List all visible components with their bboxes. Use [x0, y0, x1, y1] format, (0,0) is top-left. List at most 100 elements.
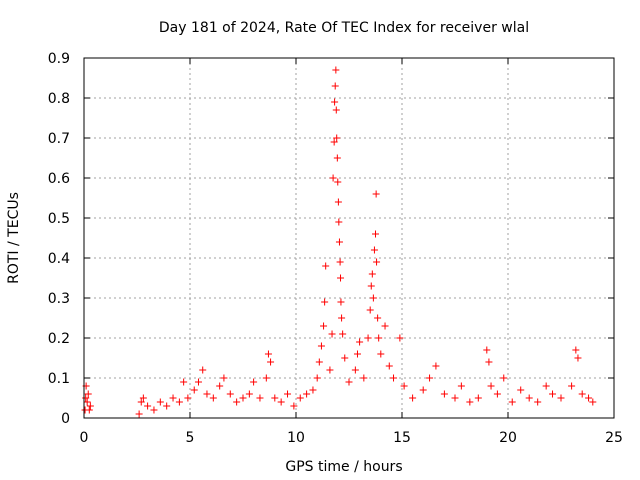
- data-point: [345, 378, 353, 386]
- data-point: [568, 382, 576, 390]
- data-point: [542, 382, 550, 390]
- data-point: [572, 346, 580, 354]
- data-point: [351, 366, 359, 374]
- y-tick-label: 0.1: [48, 371, 70, 387]
- x-tick-label: 10: [287, 430, 305, 446]
- data-point: [432, 362, 440, 370]
- x-tick-label: 0: [80, 430, 89, 446]
- data-point: [364, 334, 372, 342]
- data-point: [267, 358, 275, 366]
- axis-ticks: [83, 57, 615, 419]
- grid: [84, 58, 614, 418]
- data-point: [290, 402, 298, 410]
- data-point: [194, 378, 202, 386]
- data-point: [190, 386, 198, 394]
- x-tick-label: 20: [499, 430, 517, 446]
- data-point: [485, 358, 493, 366]
- x-tick-label: 15: [393, 430, 411, 446]
- data-point: [83, 398, 91, 406]
- data-point: [334, 178, 342, 186]
- data-point: [330, 138, 338, 146]
- data-point: [333, 154, 341, 162]
- data-point: [500, 374, 508, 382]
- data-point: [137, 398, 145, 406]
- data-point: [341, 354, 349, 362]
- x-tick-label: 25: [605, 430, 623, 446]
- data-point: [296, 394, 304, 402]
- data-point: [451, 394, 459, 402]
- data-point: [322, 262, 330, 270]
- data-point: [419, 386, 427, 394]
- data-point: [271, 394, 279, 402]
- data-point: [549, 390, 557, 398]
- data-point: [329, 174, 337, 182]
- data-point: [203, 390, 211, 398]
- data-point: [328, 330, 336, 338]
- data-point: [150, 406, 158, 414]
- data-point: [163, 402, 171, 410]
- y-tick-label: 0.9: [48, 51, 70, 67]
- data-point: [356, 338, 364, 346]
- data-point: [338, 314, 346, 322]
- plot-frame: [83, 57, 615, 419]
- data-point: [457, 382, 465, 390]
- data-point: [574, 354, 582, 362]
- data-point: [169, 394, 177, 402]
- y-tick-label: 0.3: [48, 291, 70, 307]
- data-point: [85, 406, 93, 414]
- data-point: [372, 230, 379, 238]
- y-tick-label: 0.6: [48, 171, 70, 187]
- data-point: [220, 374, 228, 382]
- data-point: [135, 410, 143, 418]
- data-point: [156, 398, 164, 406]
- data-point: [589, 398, 597, 406]
- data-point: [396, 334, 404, 342]
- data-point: [84, 390, 92, 398]
- data-point: [337, 274, 345, 282]
- data-point: [578, 390, 586, 398]
- data-point: [360, 374, 368, 382]
- y-tick-label: 0.7: [48, 131, 70, 147]
- y-tick-label: 0.5: [48, 211, 70, 227]
- data-point: [233, 398, 241, 406]
- data-point: [144, 402, 152, 410]
- data-point: [239, 394, 247, 402]
- data-point: [199, 366, 207, 374]
- data-point: [585, 394, 593, 402]
- data-point: [337, 298, 345, 306]
- data-point: [372, 190, 380, 198]
- data-point: [373, 258, 381, 266]
- data-point: [256, 394, 264, 402]
- data-point: [377, 350, 385, 358]
- data-point: [390, 374, 398, 382]
- data-point: [333, 134, 341, 142]
- data-point: [180, 378, 188, 386]
- chart-title: Day 181 of 2024, Rate Of TEC Index for r…: [159, 20, 529, 36]
- data-point: [353, 350, 361, 358]
- data-point: [374, 314, 382, 322]
- axis-tick-labels: 0 5 10 15 20 25 0 0.1 0.2 0.3 0.4 0.5 0.6 0.7 0.8 0.9: [48, 51, 623, 446]
- data-points: [81, 66, 597, 418]
- data-point: [317, 342, 325, 350]
- data-point: [493, 390, 501, 398]
- data-point: [139, 394, 147, 402]
- data-point: [368, 270, 376, 278]
- y-tick-label: 0.4: [48, 251, 70, 267]
- data-point: [487, 382, 495, 390]
- data-point: [367, 282, 375, 290]
- data-point: [209, 394, 217, 402]
- data-point: [226, 390, 234, 398]
- data-point: [184, 394, 192, 402]
- data-point: [474, 394, 482, 402]
- data-point: [245, 390, 253, 398]
- data-point: [466, 398, 474, 406]
- data-point: [370, 246, 378, 254]
- data-point: [400, 382, 408, 390]
- y-tick-label: 0.8: [48, 91, 70, 107]
- data-point: [375, 334, 383, 342]
- data-point: [335, 218, 343, 226]
- data-point: [326, 366, 334, 374]
- data-point: [334, 198, 342, 206]
- y-tick-label: 0: [61, 411, 70, 427]
